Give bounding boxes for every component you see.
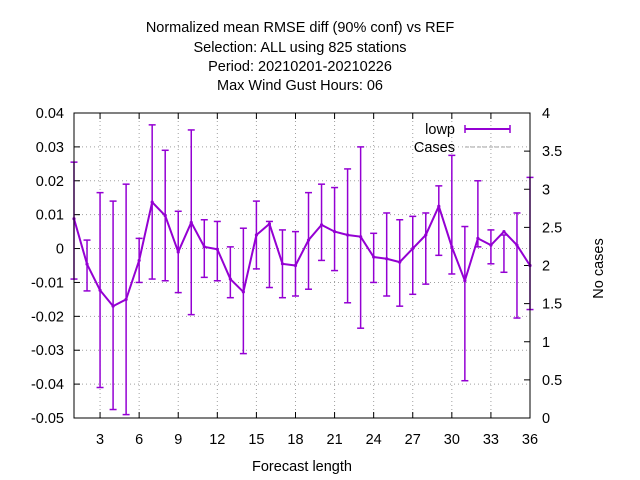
x-tick-label: 27 bbox=[405, 432, 421, 448]
y2-tick-label: 2.5 bbox=[542, 220, 562, 236]
data-point bbox=[202, 245, 206, 249]
data-point bbox=[111, 304, 115, 308]
data-point bbox=[228, 277, 232, 281]
data-point bbox=[385, 257, 389, 261]
x-tick-label: 24 bbox=[366, 432, 382, 448]
error-bar bbox=[422, 212, 430, 285]
lowp-line bbox=[73, 200, 531, 308]
error-bar bbox=[331, 186, 339, 272]
x-tick-label: 3 bbox=[96, 432, 104, 448]
error-bar bbox=[435, 185, 443, 257]
data-point bbox=[332, 230, 337, 234]
y2-tick-label: 0.5 bbox=[542, 373, 562, 389]
x-tick-label: 18 bbox=[287, 432, 303, 448]
legend-label-lowp: lowp bbox=[425, 122, 455, 138]
x-tick-label: 9 bbox=[174, 432, 182, 448]
data-point bbox=[502, 230, 506, 234]
y2-tick-label: 3.5 bbox=[542, 144, 562, 160]
error-bar bbox=[500, 234, 508, 274]
data-point bbox=[241, 290, 245, 294]
data-point bbox=[137, 258, 141, 263]
data-point bbox=[293, 263, 298, 268]
error-bar bbox=[487, 229, 495, 265]
grid bbox=[74, 113, 531, 418]
error-bar bbox=[200, 219, 208, 279]
title-line-1: Normalized mean RMSE diff (90% conf) vs … bbox=[146, 20, 455, 36]
error-bar bbox=[461, 225, 469, 382]
data-point bbox=[476, 236, 480, 240]
y2-tick-label: 2 bbox=[542, 259, 550, 275]
data-point bbox=[398, 260, 402, 264]
data-point bbox=[98, 288, 102, 292]
legend: lowp Cases bbox=[414, 122, 511, 156]
error-bar bbox=[448, 154, 456, 275]
y-tick-label: 0.03 bbox=[36, 140, 64, 156]
data-point bbox=[463, 279, 467, 283]
y2-axis-label: No cases bbox=[591, 238, 607, 298]
data-point bbox=[437, 204, 441, 208]
y2-tick-label: 1.5 bbox=[542, 297, 562, 313]
y2-tick-label: 3 bbox=[542, 182, 550, 198]
data-point bbox=[319, 223, 324, 227]
y-tick-label: -0.05 bbox=[31, 411, 64, 427]
data-point bbox=[124, 297, 128, 301]
data-point bbox=[176, 250, 180, 254]
data-point bbox=[215, 247, 219, 251]
x-tick-label: 36 bbox=[522, 432, 538, 448]
data-point bbox=[189, 220, 193, 225]
data-point bbox=[346, 233, 350, 237]
error-bar bbox=[513, 212, 521, 319]
y2-tick-label: 1 bbox=[542, 335, 550, 351]
data-point bbox=[267, 222, 272, 226]
error-bar bbox=[265, 220, 273, 289]
title-line-4: Max Wind Gust Hours: 06 bbox=[217, 78, 383, 94]
tick-labels: 3 6 9 12 15 18 21 24 27 30 33 36-0.05-0.04-0.03-0.0… bbox=[31, 106, 562, 448]
data-point bbox=[411, 246, 415, 251]
data-point bbox=[150, 200, 154, 204]
y-tick-label: -0.04 bbox=[31, 377, 64, 393]
y2-tick-label: 0 bbox=[542, 411, 550, 427]
x-tick-label: 12 bbox=[209, 432, 225, 448]
y-tick-label: 0 bbox=[56, 242, 64, 258]
x-axis-label: Forecast length bbox=[252, 459, 352, 475]
plot-frame bbox=[73, 112, 531, 419]
x-tick-label: 6 bbox=[135, 432, 143, 448]
title-line-3: Period: 20210201-20210226 bbox=[208, 59, 392, 75]
x-tick-label: 33 bbox=[483, 432, 499, 448]
y-tick-label: 0.02 bbox=[36, 174, 64, 190]
data-point bbox=[489, 243, 493, 247]
x-tick-label: 30 bbox=[444, 432, 460, 448]
error-bar bbox=[226, 246, 234, 299]
lowp-series bbox=[70, 124, 534, 416]
legend-label-cases: Cases bbox=[414, 140, 455, 156]
y-tick-label: 0.01 bbox=[36, 208, 64, 224]
y2-tick-label: 4 bbox=[542, 106, 550, 122]
data-point bbox=[280, 262, 285, 266]
x-tick-label: 21 bbox=[327, 432, 343, 448]
data-point bbox=[372, 255, 376, 259]
data-point bbox=[515, 243, 519, 247]
error-bar bbox=[383, 212, 391, 297]
y-tick-label: 0.04 bbox=[36, 106, 64, 122]
error-bar bbox=[409, 215, 417, 296]
data-point bbox=[85, 262, 89, 266]
tick-marks bbox=[74, 112, 531, 419]
data-point bbox=[254, 233, 258, 237]
data-point bbox=[163, 214, 167, 218]
x-tick-label: 15 bbox=[248, 432, 264, 448]
data-point bbox=[306, 238, 311, 242]
y-tick-label: -0.01 bbox=[31, 275, 64, 291]
data-point bbox=[450, 245, 454, 249]
error-bar bbox=[318, 183, 326, 262]
chart-title: Normalized mean RMSE diff (90% conf) vs … bbox=[146, 20, 455, 94]
title-line-2: Selection: ALL using 825 stations bbox=[193, 40, 406, 56]
y-tick-label: -0.02 bbox=[31, 309, 64, 325]
data-point bbox=[359, 235, 363, 239]
y-tick-label: -0.03 bbox=[31, 343, 64, 359]
data-point bbox=[424, 233, 428, 237]
